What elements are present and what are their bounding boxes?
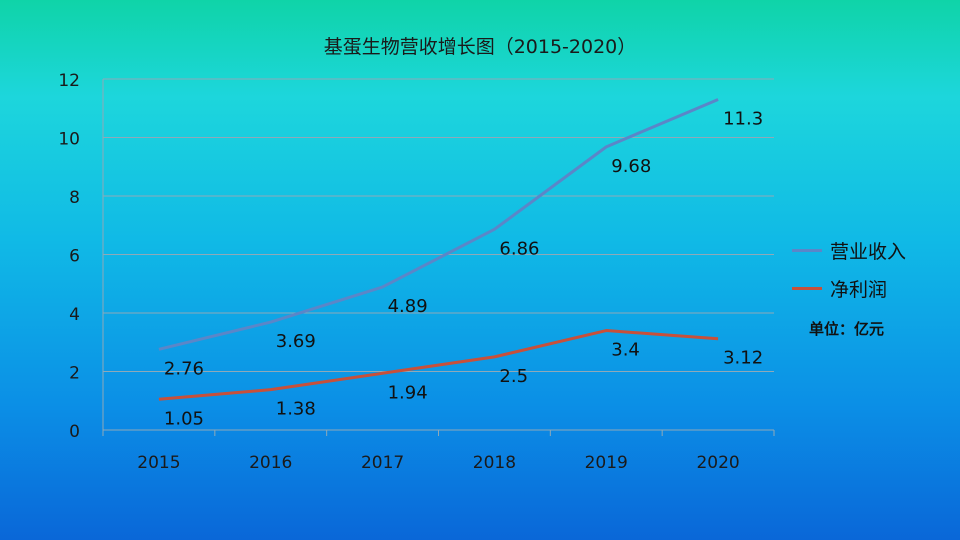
data-label: 3.4 bbox=[611, 340, 640, 361]
data-label: 2.5 bbox=[499, 366, 528, 387]
series-lines bbox=[158, 98, 719, 401]
data-label: 1.05 bbox=[164, 408, 204, 429]
y-tick-label: 4 bbox=[69, 305, 80, 325]
y-tick-label: 10 bbox=[58, 130, 80, 150]
data-label: 2.76 bbox=[164, 358, 204, 379]
chart-title: 基蛋生物营收增长图（2015-2020） bbox=[323, 36, 637, 58]
x-tick-label: 2019 bbox=[585, 453, 628, 473]
legend-swatch-net-profit bbox=[792, 286, 822, 290]
unit-annotation: 单位：亿元 bbox=[809, 320, 885, 338]
data-labels: 2.76 3.69 4.89 6.86 9.68 11.3 1.05 1.38 1.94 2.5 3… bbox=[164, 108, 763, 429]
x-tick-label: 2020 bbox=[696, 453, 739, 473]
y-tick-label: 12 bbox=[58, 71, 80, 91]
legend-item-net-profit: 净利润 bbox=[792, 273, 906, 303]
y-tick-label: 8 bbox=[69, 188, 80, 208]
data-label: 3.69 bbox=[276, 331, 316, 352]
legend-label-net-profit: 净利润 bbox=[830, 278, 888, 301]
grid-lines bbox=[103, 78, 774, 372]
x-tick-label: 2017 bbox=[361, 453, 404, 473]
legend-swatch-revenue bbox=[792, 248, 822, 252]
legend-label-revenue: 营业收入 bbox=[830, 240, 907, 263]
y-tick-label: 6 bbox=[69, 247, 80, 267]
data-label: 4.89 bbox=[388, 296, 428, 317]
data-label: 11.3 bbox=[723, 108, 763, 129]
y-tick-label: 2 bbox=[69, 364, 80, 384]
data-label: 6.86 bbox=[499, 238, 539, 259]
legend-item-revenue: 营业收入 bbox=[792, 235, 906, 265]
x-tick-label: 2015 bbox=[137, 453, 180, 473]
data-label: 1.94 bbox=[388, 382, 428, 403]
x-tick-label: 2016 bbox=[249, 453, 292, 473]
data-label: 9.68 bbox=[611, 156, 651, 177]
axes: 0 2 4 6 8 10 12 2015 2016 2017 2018 2019 2020 bbox=[58, 71, 775, 473]
data-label: 1.38 bbox=[276, 399, 316, 420]
series-line-net-profit bbox=[158, 329, 719, 401]
data-label: 3.12 bbox=[723, 348, 763, 369]
y-tick-label: 0 bbox=[69, 422, 80, 442]
x-tick-label: 2018 bbox=[473, 453, 516, 473]
series-line-revenue bbox=[158, 98, 719, 351]
legend: 营业收入 净利润 bbox=[792, 235, 906, 311]
